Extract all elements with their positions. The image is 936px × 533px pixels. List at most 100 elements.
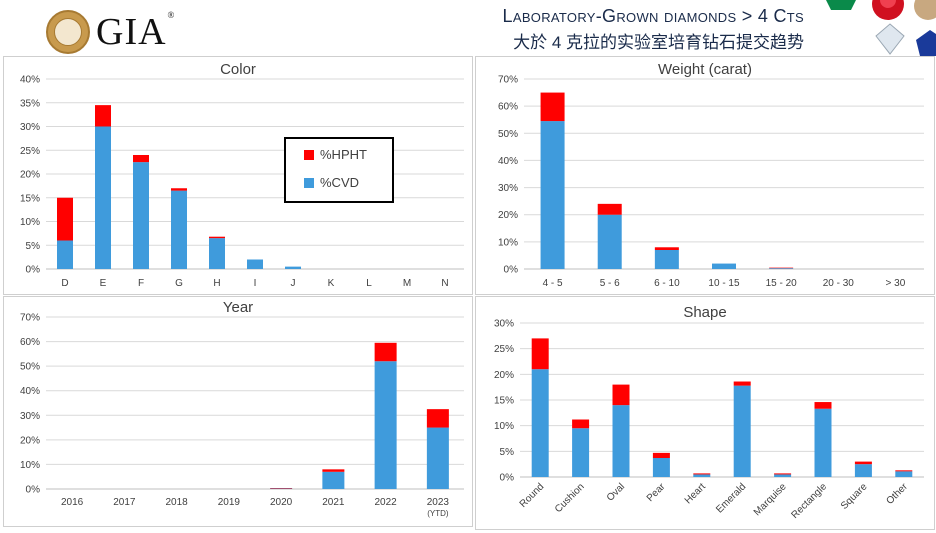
bar-cvd [426, 427, 449, 489]
x-tick-label: 2022 [375, 497, 398, 508]
x-tick-label: Marquise [752, 481, 789, 518]
y-tick-label: 70% [20, 313, 40, 324]
bar-cvd [597, 214, 622, 269]
y-tick-label: 40% [20, 386, 40, 397]
year-chart: Year 0% 10% 20% 30% 40% 50% 60% 70% 2016 2017 2018 2… [20, 299, 464, 518]
bar-hpht [693, 473, 711, 475]
gemstones-decoration-icon [826, 0, 936, 56]
y-tick-label: 10% [20, 217, 40, 228]
bar-cvd [133, 162, 149, 269]
bar-cvd [374, 361, 397, 489]
x-tick-label: G [175, 278, 183, 289]
y-tick-label: 30% [498, 183, 518, 194]
x-tick-label: Cushion [553, 481, 587, 515]
bar-hpht [774, 473, 792, 475]
bar-cvd [540, 121, 565, 269]
bar-hpht [57, 197, 73, 241]
bar-cvd [612, 405, 630, 477]
bar-cvd [712, 263, 736, 269]
bar-hpht [209, 236, 225, 239]
x-tick-label: 20 - 30 [823, 278, 855, 289]
bar-hpht [133, 155, 149, 163]
bar-hpht [171, 188, 187, 191]
legend: %HPHT %CVD [284, 137, 394, 203]
y-tick-label: 20% [494, 370, 514, 381]
y-tick-label: 60% [20, 337, 40, 348]
y-tick-label: 10% [498, 237, 518, 248]
hpht-swatch [304, 149, 314, 160]
y-tick-label: 50% [498, 129, 518, 140]
x-tick-label: 4 - 5 [543, 278, 563, 289]
bar-cvd [57, 240, 73, 269]
x-tick-label: E [100, 278, 107, 289]
x-tick-label: 2023 [427, 497, 450, 508]
x-tick-label: 5 - 6 [600, 278, 620, 289]
x-tick-label: K [328, 278, 335, 289]
y-tick-label: 30% [20, 122, 40, 133]
bar-cvd [854, 464, 872, 477]
y-tick-label: 30% [494, 319, 514, 330]
bar-cvd [654, 250, 679, 269]
bar-hpht [426, 409, 449, 428]
bar-hpht [597, 203, 622, 215]
shape-chart-panel: Shape 0% 5% 10% 15% 20% 25% 30% Round Cushion Oval… [475, 296, 935, 530]
y-tick-label: 40% [498, 156, 518, 167]
legend-label-cvd: %CVD [320, 175, 360, 190]
x-tick-label: 2016 [61, 497, 84, 508]
x-tick-label: L [366, 278, 372, 289]
bar-cvd [95, 126, 111, 269]
x-tick-label: N [441, 278, 448, 289]
x-tick-label: 2018 [166, 497, 189, 508]
x-tick-label: > 30 [886, 278, 906, 289]
y-tick-label: 10% [20, 460, 40, 471]
header: GIA® Laboratory-Grown diamonds > 4 Cts 大… [0, 0, 936, 56]
bar-cvd [209, 238, 225, 269]
bar-cvd [774, 474, 792, 477]
weight-chart: Weight (carat) 0% 10% 20% 30% 40% 50% 60% 70% 4 -… [498, 61, 924, 289]
y-tick-label: 70% [498, 75, 518, 86]
color-chart-panel: Color 0% 5% 10% 15% 20% 25% 30% 35% 40% D E F G H I J K L M… [3, 56, 473, 295]
weight-chart-panel: Weight (carat) 0% 10% 20% 30% 40% 50% 60% 70% 4 -… [475, 56, 935, 295]
y-tick-label: 15% [20, 193, 40, 204]
bar-cvd [693, 474, 711, 477]
x-tick-label: Round [518, 481, 547, 510]
bar-hpht [733, 381, 751, 386]
x-tick-label: 2019 [218, 497, 241, 508]
bar-cvd [531, 369, 549, 477]
bar-cvd [171, 190, 187, 269]
y-tick-label: 0% [500, 473, 515, 484]
y-tick-label: 20% [20, 170, 40, 181]
chart-title: Year [223, 299, 253, 316]
y-tick-label: 0% [26, 265, 41, 276]
y-tick-label: 5% [500, 447, 515, 458]
bar-hpht [374, 342, 397, 362]
legend-item-cvd: %CVD [304, 175, 359, 190]
chart-title: Shape [683, 304, 726, 321]
bar-cvd [322, 471, 345, 489]
bar-hpht [854, 461, 872, 465]
page-subtitle: 大於 4 克拉的实验室培育钻石提交趋势 [513, 33, 804, 52]
x-tick-label: Square [839, 481, 870, 512]
bar-cvd [769, 268, 794, 269]
y-tick-label: 0% [26, 485, 41, 496]
y-tick-label: 20% [20, 435, 40, 446]
x-tick-label: F [138, 278, 144, 289]
bar-hpht [95, 105, 111, 127]
x-tick-label: Emerald [714, 481, 748, 515]
chart-title: Weight (carat) [658, 61, 752, 78]
x-tick-label: I [254, 278, 257, 289]
x-tick-label: D [61, 278, 68, 289]
legend-label-hpht: %HPHT [320, 147, 367, 162]
y-tick-label: 50% [20, 362, 40, 373]
shape-chart: Shape 0% 5% 10% 15% 20% 25% 30% Round Cushion Oval… [494, 304, 924, 521]
x-tick-label: 15 - 20 [766, 278, 798, 289]
bar-hpht [572, 419, 590, 429]
gia-seal-icon [46, 10, 90, 54]
bar-hpht [654, 247, 679, 250]
year-chart-panel: Year 0% 10% 20% 30% 40% 50% 60% 70% 2016 2017 2018 2… [3, 296, 473, 527]
bar-hpht [814, 402, 832, 409]
x-tick-label: Heart [683, 481, 708, 506]
logo-text: GIA® [96, 10, 176, 53]
bar-hpht [769, 267, 794, 269]
y-tick-label: 35% [20, 98, 40, 109]
